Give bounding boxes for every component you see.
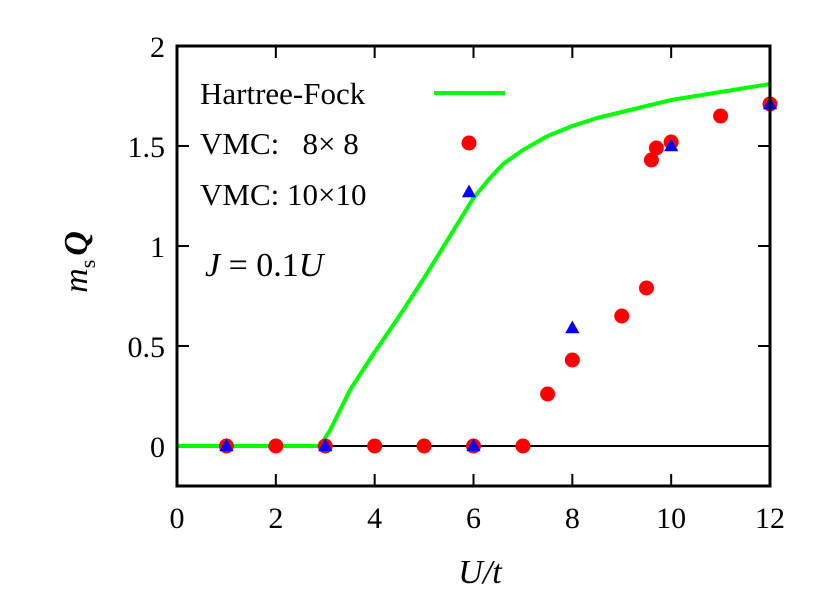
annotation-j: J = 0.1U (205, 247, 326, 284)
point-vmc-8x8 (638, 280, 654, 296)
point-vmc-8x8 (540, 386, 556, 402)
point-vmc-8x8 (515, 438, 531, 454)
point-vmc-10x10 (664, 138, 679, 152)
series-hartree-fock-line (177, 82, 771, 448)
point-vmc-8x8 (713, 108, 729, 124)
y-tick-label: 0 (150, 431, 165, 464)
point-vmc-8x8 (643, 152, 659, 168)
x-tick-label: 4 (367, 502, 382, 535)
point-vmc-8x8 (416, 438, 432, 454)
point-vmc-8x8 (564, 352, 580, 368)
x-tick-label: 0 (170, 502, 185, 535)
legend-label: Hartree-Fock (200, 76, 366, 111)
legend-key-vmc-10x10 (461, 184, 477, 198)
x-tick-label: 12 (755, 502, 785, 535)
legend-key-vmc-8x8 (461, 135, 477, 151)
legend-label: VMC: 10×10 (200, 177, 366, 212)
y-tick-label: 1 (150, 231, 165, 264)
y-tick-label: 1.5 (128, 131, 166, 164)
x-tick-label: 2 (268, 502, 283, 535)
point-vmc-10x10 (466, 438, 481, 452)
y-axis-title: msQ (58, 231, 100, 293)
x-tick-label: 8 (565, 502, 580, 535)
point-vmc-10x10 (318, 438, 333, 452)
point-vmc-10x10 (565, 320, 580, 334)
plot-frame (175, 44, 772, 488)
x-tick-label: 10 (656, 502, 686, 535)
point-vmc-8x8 (614, 308, 630, 324)
x-tick-label: 6 (466, 502, 481, 535)
point-vmc-10x10 (219, 438, 234, 452)
point-vmc-8x8 (367, 438, 383, 454)
point-vmc-8x8 (268, 438, 284, 454)
legend-label: VMC: 8× 8 (200, 126, 359, 161)
x-axis-title: U/t (458, 554, 503, 591)
y-tick-label: 2 (150, 31, 165, 64)
y-tick-label: 0.5 (128, 331, 166, 364)
point-vmc-8x8 (648, 140, 664, 156)
